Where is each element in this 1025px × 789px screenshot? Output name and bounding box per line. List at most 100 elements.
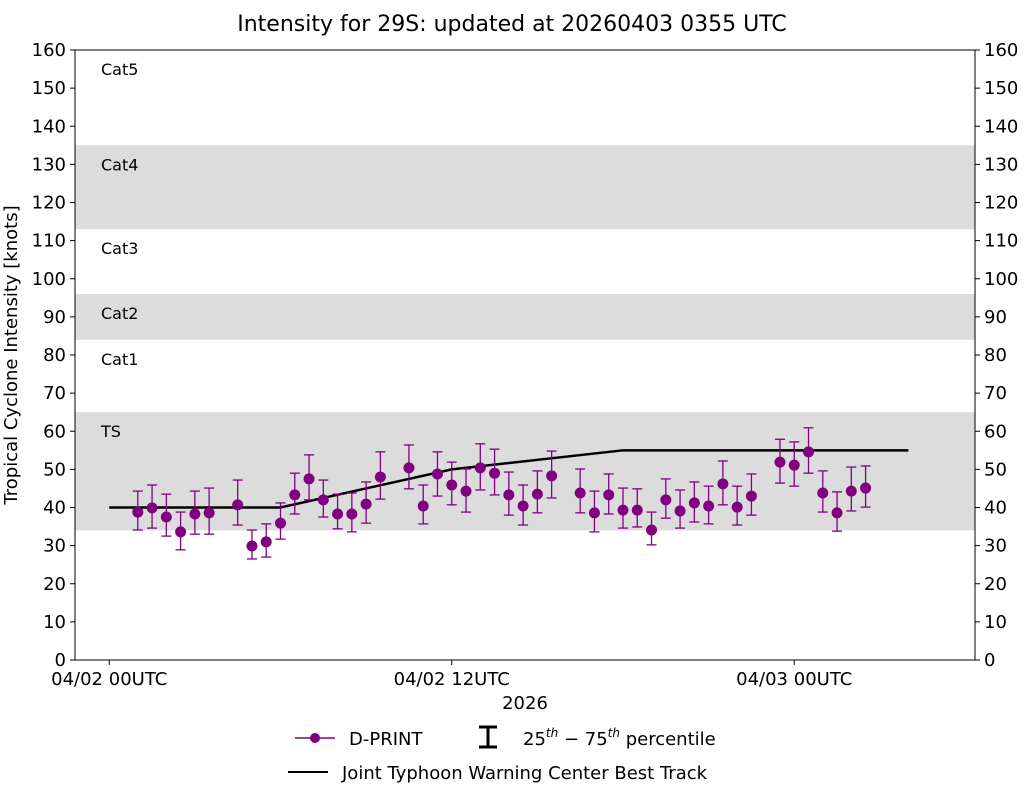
- dprint-marker: [745, 490, 757, 502]
- dprint-point: [531, 470, 543, 514]
- dprint-marker: [717, 478, 729, 490]
- dprint-marker: [860, 482, 872, 494]
- dprint-point: [417, 484, 429, 525]
- legend-dprint-label: D-PRINT: [349, 729, 423, 750]
- x-axis-label: 2026: [502, 693, 548, 714]
- band-cat4: [75, 145, 975, 230]
- dprint-point: [360, 481, 372, 524]
- y-tick-label-left: 90: [43, 307, 66, 328]
- dprint-marker: [503, 489, 515, 501]
- y-tick-label-left: 140: [32, 116, 66, 137]
- band-label-ts: TS: [100, 422, 121, 441]
- dprint-marker: [546, 470, 558, 482]
- y-tick-label-left: 20: [43, 574, 66, 595]
- dprint-point: [803, 427, 815, 474]
- y-tick-label-left: 110: [32, 231, 66, 252]
- dprint-point: [460, 468, 472, 513]
- dprint-marker: [160, 511, 172, 523]
- dprint-marker: [246, 540, 258, 552]
- y-tick-label-left: 10: [43, 612, 66, 633]
- band-cat2: [75, 294, 975, 340]
- dprint-point: [817, 470, 829, 513]
- dprint-point: [303, 454, 315, 501]
- y-tick-label-right: 20: [984, 574, 1007, 595]
- dprint-point: [617, 487, 629, 529]
- dprint-marker: [517, 500, 529, 512]
- dprint-point: [317, 479, 329, 518]
- y-tick-label-left: 150: [32, 78, 66, 99]
- y-tick-label-left: 60: [43, 421, 66, 442]
- dprint-point: [446, 461, 458, 506]
- dprint-marker: [574, 487, 586, 499]
- dprint-marker: [289, 489, 301, 501]
- band-label-cat1: Cat1: [101, 350, 138, 369]
- dprint-point: [175, 511, 187, 551]
- x-tick-label: 04/03 00UTC: [736, 669, 852, 690]
- dprint-point: [517, 484, 529, 526]
- dprint-point: [845, 466, 857, 512]
- y-tick-label-right: 130: [984, 154, 1018, 175]
- dprint-marker: [831, 507, 843, 519]
- dprint-marker: [845, 485, 857, 497]
- dprint-point: [132, 490, 144, 531]
- dprint-point: [603, 473, 615, 515]
- dprint-marker: [146, 502, 158, 514]
- dprint-marker: [460, 485, 472, 497]
- dprint-point: [232, 479, 244, 526]
- y-tick-label-right: 30: [984, 536, 1007, 557]
- dprint-point: [246, 529, 258, 560]
- dprint-point: [703, 485, 715, 525]
- y-tick-label-right: 120: [984, 193, 1018, 214]
- dprint-marker: [303, 473, 315, 485]
- dprint-point: [631, 488, 643, 528]
- dprint-marker: [646, 524, 658, 536]
- y-tick-label-left: 50: [43, 459, 66, 480]
- dprint-point: [860, 465, 872, 508]
- y-tick-label-right: 140: [984, 116, 1018, 137]
- dprint-point: [546, 450, 558, 499]
- dprint-marker: [446, 479, 458, 491]
- dprint-point: [503, 471, 515, 516]
- y-tick-label-left: 70: [43, 383, 66, 404]
- y-tick-label-left: 100: [32, 269, 66, 290]
- dprint-point: [831, 491, 843, 532]
- dprint-point: [374, 451, 386, 500]
- dprint-marker: [360, 498, 372, 510]
- dprint-point: [745, 473, 757, 516]
- dprint-marker: [132, 506, 144, 518]
- dprint-point: [674, 489, 686, 529]
- dprint-marker: [617, 504, 629, 516]
- dprint-point: [346, 492, 358, 533]
- y-tick-label-left: 80: [43, 345, 66, 366]
- dprint-point: [160, 493, 172, 537]
- dprint-point: [403, 444, 415, 490]
- dprint-point: [660, 478, 672, 519]
- dprint-marker: [175, 526, 187, 538]
- legend-dprint-marker: [310, 733, 320, 743]
- y-tick-label-right: 50: [984, 459, 1007, 480]
- dprint-marker: [660, 494, 672, 506]
- dprint-point: [146, 484, 158, 529]
- y-tick-label-right: 60: [984, 421, 1007, 442]
- dprint-marker: [417, 500, 429, 512]
- dprint-point: [688, 481, 700, 523]
- dprint-marker: [489, 467, 501, 479]
- dprint-point: [717, 460, 729, 506]
- y-tick-label-right: 90: [984, 307, 1007, 328]
- band-label-cat2: Cat2: [101, 304, 138, 323]
- dprint-marker: [803, 446, 815, 458]
- y-tick-label-right: 40: [984, 498, 1007, 519]
- dprint-marker: [731, 501, 743, 513]
- dprint-marker: [274, 517, 286, 529]
- legend-errorbar-icon: [479, 725, 497, 749]
- dprint-marker: [703, 500, 715, 512]
- dprint-point: [646, 511, 658, 546]
- y-tick-label-right: 0: [984, 650, 995, 671]
- y-tick-label-right: 110: [984, 231, 1018, 252]
- dprint-marker: [403, 462, 415, 474]
- y-tick-label-left: 40: [43, 498, 66, 519]
- dprint-marker: [531, 488, 543, 500]
- dprint-point: [474, 443, 486, 491]
- y-tick-label-left: 0: [55, 650, 66, 671]
- y-tick-label-left: 160: [32, 40, 66, 61]
